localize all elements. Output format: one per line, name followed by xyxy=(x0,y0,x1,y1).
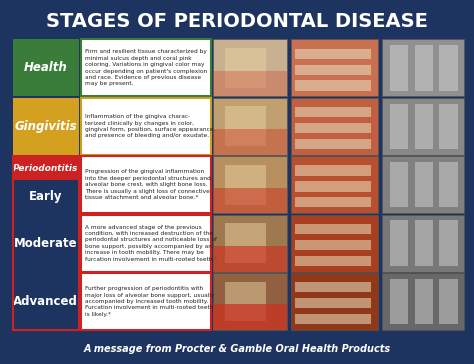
Bar xyxy=(291,156,378,213)
Bar xyxy=(12,156,79,330)
Bar xyxy=(12,156,79,180)
Bar xyxy=(81,215,211,272)
Bar xyxy=(390,45,408,91)
Bar xyxy=(81,98,211,155)
Bar xyxy=(390,162,408,207)
Bar xyxy=(295,298,371,308)
Text: Advanced: Advanced xyxy=(13,295,78,308)
Bar xyxy=(390,220,408,266)
Bar xyxy=(213,273,287,330)
Bar xyxy=(295,123,371,133)
Bar xyxy=(213,129,287,155)
Bar xyxy=(213,156,287,213)
Text: Moderate: Moderate xyxy=(14,237,78,250)
Bar xyxy=(213,98,287,155)
Bar xyxy=(382,273,464,330)
Bar xyxy=(225,282,266,321)
Bar xyxy=(295,80,371,91)
Bar xyxy=(81,39,211,96)
Bar xyxy=(213,71,287,96)
Bar xyxy=(295,64,371,75)
Bar xyxy=(12,156,79,213)
Bar xyxy=(291,273,378,330)
Bar xyxy=(382,98,464,155)
Bar xyxy=(382,215,464,272)
Bar xyxy=(439,279,457,324)
Bar xyxy=(213,215,287,272)
Text: A more advanced stage of the previous
condition, with increased destruction of t: A more advanced stage of the previous co… xyxy=(85,225,218,262)
Bar xyxy=(295,197,371,207)
Bar xyxy=(390,104,408,149)
Bar xyxy=(295,49,371,59)
Bar xyxy=(295,165,371,175)
Bar xyxy=(439,45,457,91)
Text: Gingivitis: Gingivitis xyxy=(14,120,77,133)
Bar xyxy=(415,220,433,266)
Bar xyxy=(12,273,79,330)
Bar xyxy=(81,273,211,330)
Text: Firm and resilient tissue characterized by
minimal sulcus depth and coral pink
c: Firm and resilient tissue characterized … xyxy=(85,50,208,87)
Bar xyxy=(213,187,287,213)
Text: Early: Early xyxy=(29,190,63,203)
Bar xyxy=(225,106,266,146)
Text: STAGES OF PERIODONTAL DISEASE: STAGES OF PERIODONTAL DISEASE xyxy=(46,12,428,31)
Text: Health: Health xyxy=(24,62,68,75)
Bar xyxy=(415,162,433,207)
Bar xyxy=(291,215,378,272)
Bar xyxy=(382,156,464,213)
Bar xyxy=(415,45,433,91)
Bar xyxy=(295,240,371,250)
Bar xyxy=(382,39,464,96)
Bar xyxy=(439,220,457,266)
Bar xyxy=(225,48,266,88)
Bar xyxy=(439,104,457,149)
Bar xyxy=(415,279,433,324)
Text: Inflammation of the gingiva charac-
terized clinically by changes in color,
ging: Inflammation of the gingiva charac- teri… xyxy=(85,114,216,138)
Bar xyxy=(291,39,378,96)
Text: Progression of the gingival inflammation
into the deeper periodontal structures : Progression of the gingival inflammation… xyxy=(85,169,211,200)
Text: Periodontitis: Periodontitis xyxy=(13,164,78,173)
Bar xyxy=(295,256,371,266)
Bar xyxy=(415,104,433,149)
Bar xyxy=(213,246,287,272)
Bar xyxy=(12,215,79,272)
Bar xyxy=(291,98,378,155)
Bar xyxy=(295,314,371,324)
Text: Further progression of periodontitis with
major loss of alveolar bone support, u: Further progression of periodontitis wit… xyxy=(85,286,215,317)
Bar xyxy=(295,282,371,292)
Bar xyxy=(213,304,287,330)
Bar xyxy=(295,181,371,191)
Bar xyxy=(295,224,371,234)
Bar xyxy=(295,107,371,117)
Bar xyxy=(295,139,371,149)
Bar xyxy=(213,39,287,96)
Bar xyxy=(439,162,457,207)
Bar xyxy=(225,165,266,205)
Bar xyxy=(12,98,79,155)
Bar xyxy=(225,223,266,263)
Bar xyxy=(81,156,211,213)
Bar xyxy=(390,279,408,324)
Bar xyxy=(12,39,79,96)
Text: A message from Procter & Gamble Oral Health Products: A message from Procter & Gamble Oral Hea… xyxy=(83,344,391,354)
